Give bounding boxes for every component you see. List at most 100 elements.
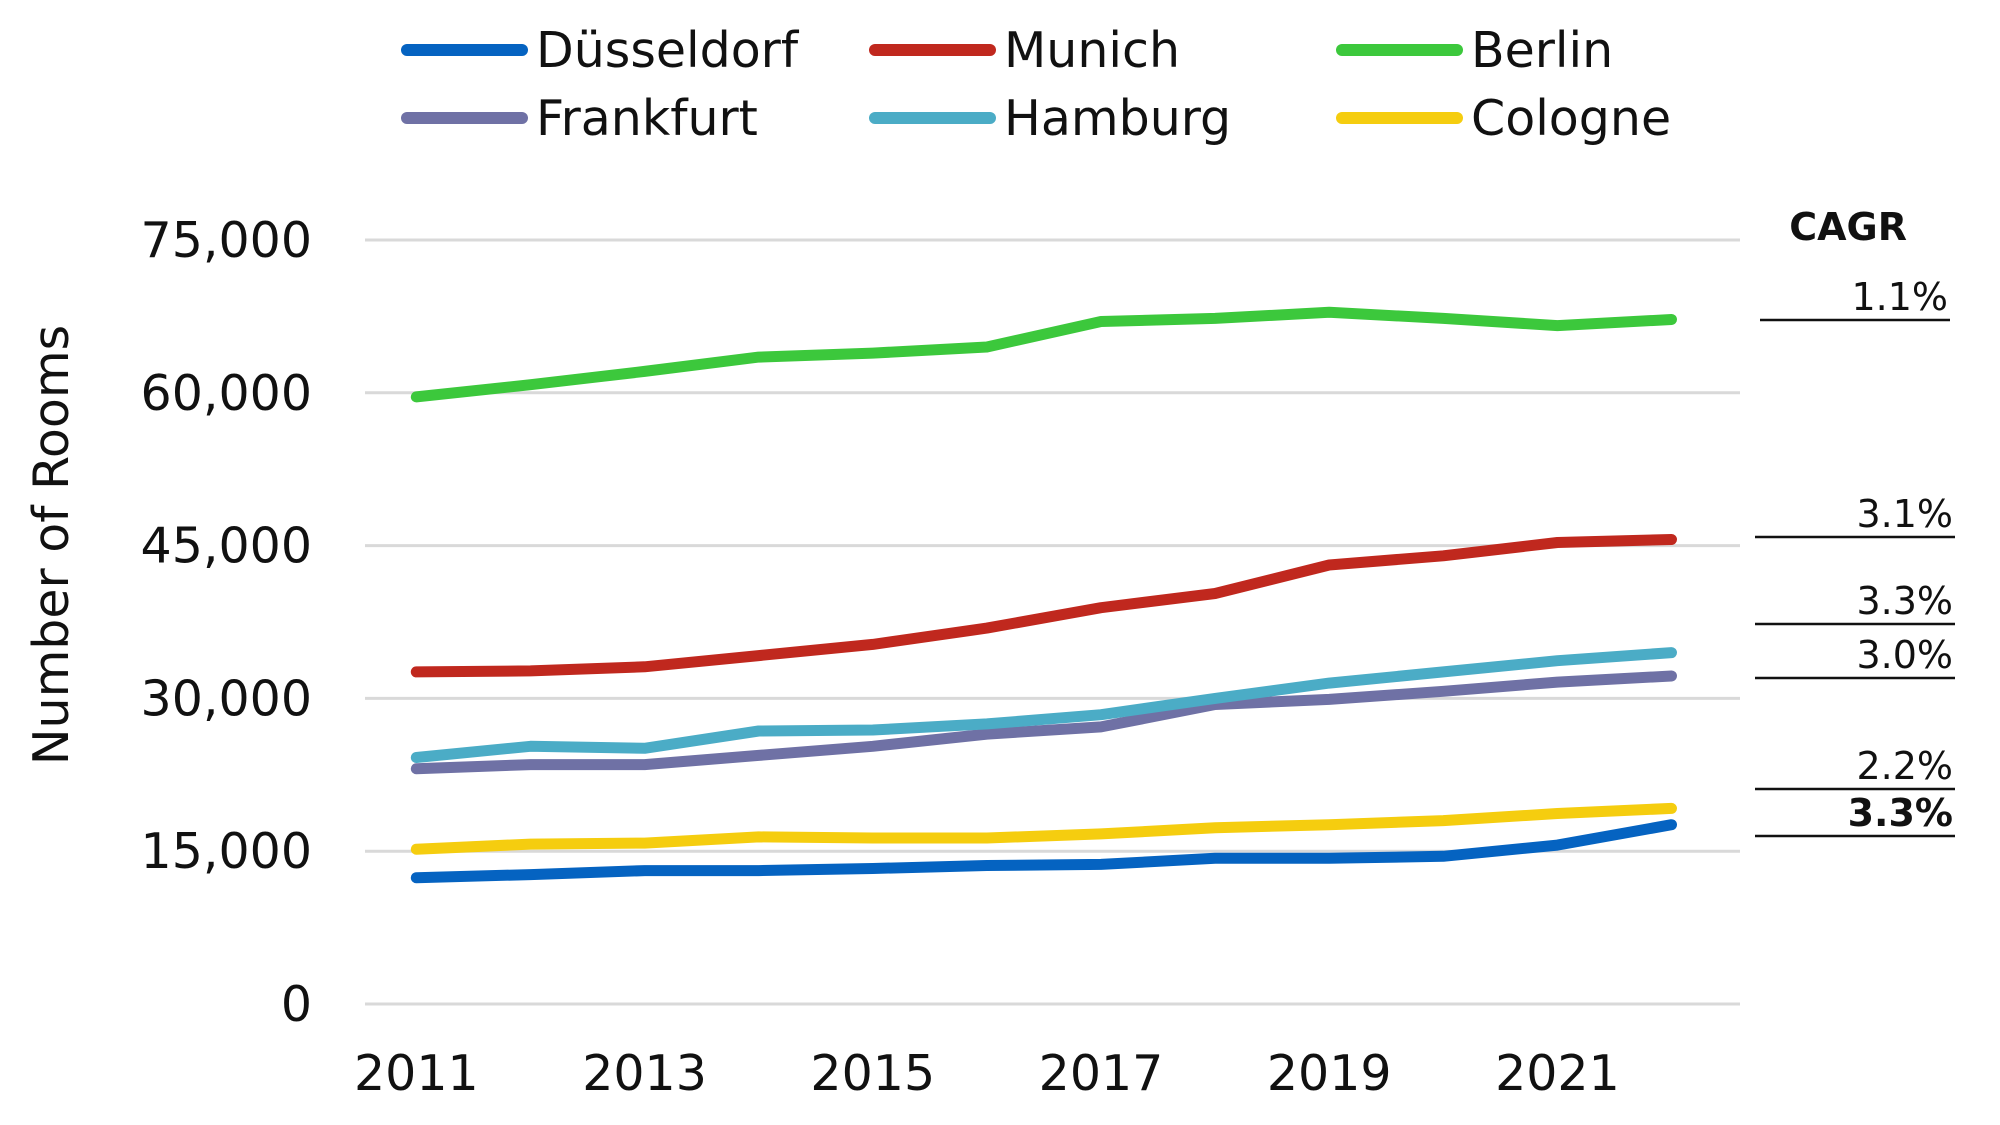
y-tick-label: 0: [281, 976, 312, 1033]
data-point: [983, 834, 991, 842]
data-point: [1325, 679, 1333, 687]
data-point: [1325, 561, 1333, 569]
data-point: [1668, 315, 1676, 323]
cagr-item: 2.2%: [1755, 744, 1955, 791]
data-point: [869, 726, 877, 734]
data-point: [869, 349, 877, 357]
cagr-value: 3.1%: [1856, 492, 1953, 536]
data-point: [1325, 854, 1333, 862]
series-line-frankfurt: [410, 670, 1677, 775]
data-point: [983, 861, 991, 869]
data-point: [1325, 308, 1333, 316]
data-point: [1553, 810, 1561, 818]
legend-item: Berlin: [1336, 22, 1613, 79]
data-point: [983, 730, 991, 738]
y-axis: 0 15,000 30,000 45,000 60,000 75,000: [141, 212, 312, 1033]
series-line-hamburg: [410, 647, 1677, 763]
x-tick-label: 2013: [582, 1045, 707, 1102]
data-point: [755, 727, 763, 735]
data-point: [983, 343, 991, 351]
data-point: [1439, 668, 1447, 676]
data-point: [1553, 841, 1561, 849]
y-tick-label: 15,000: [141, 823, 312, 880]
legend-item: Düsseldorf: [401, 22, 800, 79]
data-point: [1668, 649, 1676, 657]
data-point: [1211, 824, 1219, 832]
data-point: [641, 839, 649, 847]
data-point: [526, 381, 534, 389]
legend-label: Hamburg: [1004, 90, 1231, 147]
data-point: [1097, 711, 1105, 719]
data-point: [755, 867, 763, 875]
data-point: [1668, 535, 1676, 543]
data-point: [412, 765, 420, 773]
cagr-title: CAGR: [1789, 205, 1907, 249]
x-tick-label: 2017: [1039, 1045, 1164, 1102]
y-tick-label: 30,000: [141, 670, 312, 727]
data-point: [641, 744, 649, 752]
legend-item: Hamburg: [869, 90, 1231, 147]
data-point: [755, 353, 763, 361]
legend-item: Cologne: [1336, 90, 1671, 147]
y-tick-label: 60,000: [141, 365, 312, 422]
cagr-item: 3.0%: [1755, 633, 1955, 680]
data-point: [1668, 804, 1676, 812]
data-point: [1439, 314, 1447, 322]
data-point: [526, 742, 534, 750]
data-point: [641, 367, 649, 375]
data-point: [1553, 322, 1561, 330]
data-point: [755, 751, 763, 759]
data-point: [755, 833, 763, 841]
data-point: [1668, 672, 1676, 680]
data-point: [1553, 657, 1561, 665]
data-point: [1439, 852, 1447, 860]
data-point: [755, 652, 763, 660]
data-point: [1097, 723, 1105, 731]
legend-label: Frankfurt: [536, 90, 758, 147]
series-line-munich: [410, 534, 1677, 678]
cagr-item: 3.3%: [1755, 579, 1955, 626]
data-point: [983, 624, 991, 632]
y-tick-label: 75,000: [141, 212, 312, 269]
x-tick-label: 2011: [354, 1045, 479, 1102]
cagr-annotations: CAGR 1.1%3.1%3.3%3.0%2.2%3.3%: [1755, 205, 1955, 838]
x-tick-label: 2021: [1495, 1045, 1620, 1102]
data-point: [526, 761, 534, 769]
cagr-item: 3.3%: [1755, 791, 1955, 838]
data-point: [641, 761, 649, 769]
data-point: [641, 867, 649, 875]
data-point: [412, 753, 420, 761]
data-point: [983, 720, 991, 728]
legend-item: Munich: [869, 22, 1180, 79]
data-point: [1097, 830, 1105, 838]
data-point: [1553, 539, 1561, 547]
y-tick-label: 45,000: [141, 518, 312, 575]
data-point: [412, 874, 420, 882]
data-point: [412, 845, 420, 853]
data-point: [1668, 821, 1676, 829]
legend-label: Berlin: [1471, 22, 1613, 79]
legend-item: Frankfurt: [401, 90, 758, 147]
cagr-item: 1.1%: [1760, 275, 1950, 322]
data-point: [1439, 552, 1447, 560]
legend: Düsseldorf Munich Berlin Frankfurt Hamburg Co…: [401, 22, 1671, 147]
data-point: [869, 640, 877, 648]
series-line-berlin: [410, 306, 1677, 403]
data-point: [1097, 604, 1105, 612]
legend-label: Munich: [1004, 22, 1180, 79]
data-point: [869, 865, 877, 873]
x-axis: 2011 2013 2015 2017 2019 2021: [354, 1045, 1620, 1102]
data-point: [412, 668, 420, 676]
data-point: [526, 871, 534, 879]
gridlines: [365, 238, 1740, 1006]
cagr-item: 3.1%: [1755, 492, 1955, 539]
legend-label: Düsseldorf: [536, 22, 800, 79]
data-point: [641, 663, 649, 671]
data-point: [1097, 317, 1105, 325]
data-point: [1211, 854, 1219, 862]
cagr-value: 2.2%: [1856, 744, 1953, 788]
data-point: [869, 742, 877, 750]
cagr-value: 1.1%: [1851, 275, 1948, 319]
data-point: [526, 667, 534, 675]
